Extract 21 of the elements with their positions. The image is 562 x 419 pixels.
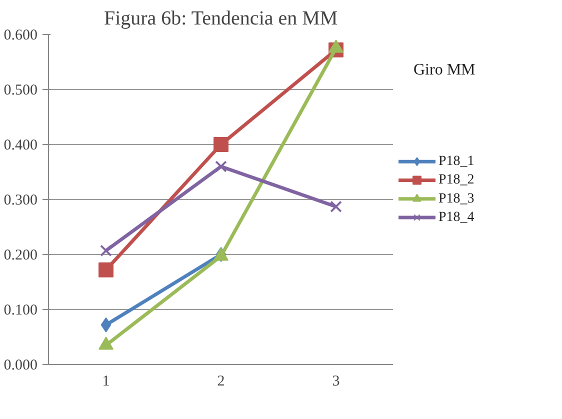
legend-label: P18_1 xyxy=(438,154,474,170)
chart-title: Figura 6b: Tendencia en MM xyxy=(104,8,338,30)
y-tick-label: 0.400 xyxy=(4,138,38,154)
x-tick-label: 3 xyxy=(332,374,340,390)
y-tick-label: 0.000 xyxy=(4,358,38,374)
y-tick-label: 0.200 xyxy=(4,248,38,264)
point xyxy=(215,160,227,172)
x-tick-label: 2 xyxy=(217,374,225,390)
point xyxy=(330,200,342,213)
y-tick-label: 0.100 xyxy=(4,302,38,318)
legend-label: P18_2 xyxy=(438,172,474,188)
legend-label: P18_3 xyxy=(438,191,474,206)
y-tick-label: 0.300 xyxy=(4,192,38,208)
y-tick-label: 0.600 xyxy=(4,28,38,44)
legend-title: Giro MM xyxy=(414,62,476,79)
point xyxy=(98,262,114,278)
y-tick-label: 0.500 xyxy=(4,82,38,98)
point xyxy=(100,244,112,257)
x-tick-label: 1 xyxy=(102,374,110,390)
legend-label: P18_4 xyxy=(438,210,474,226)
point xyxy=(214,137,228,152)
